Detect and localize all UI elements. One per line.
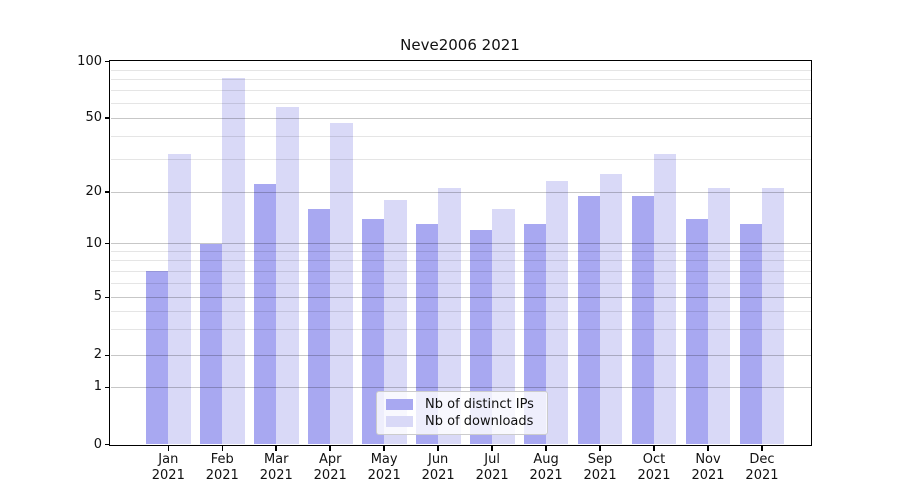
x-tick-year: 2021 bbox=[205, 468, 239, 483]
x-tick-year: 2021 bbox=[421, 468, 455, 483]
x-tick-label-jul: Jul 2021 bbox=[460, 452, 524, 484]
x-tick-mark-jul bbox=[491, 446, 493, 451]
x-tick-month: Jun bbox=[427, 452, 449, 467]
x-tick-month: Apr bbox=[318, 452, 342, 467]
x-tick-month: May bbox=[370, 452, 398, 467]
y-tick-label-100: 100 bbox=[77, 53, 102, 69]
x-tick-year: 2021 bbox=[367, 468, 401, 483]
x-tick-label-apr: Apr 2021 bbox=[298, 452, 362, 484]
legend-entry-distinct-ips: Nb of distinct IPs bbox=[386, 397, 539, 412]
x-tick-year: 2021 bbox=[637, 468, 671, 483]
x-tick-year: 2021 bbox=[583, 468, 617, 483]
legend-label-downloads: Nb of downloads bbox=[425, 414, 534, 429]
x-tick-mark-mar bbox=[275, 446, 277, 451]
y-tick-label-0: 0 bbox=[93, 436, 102, 452]
x-tick-label-dec: Dec 2021 bbox=[730, 452, 794, 484]
x-tick-label-mar: Mar 2021 bbox=[244, 452, 308, 484]
x-tick-mark-feb bbox=[221, 446, 224, 451]
y-tick-label-20: 20 bbox=[85, 184, 102, 200]
x-tick-label-jan: Jan 2021 bbox=[136, 452, 200, 484]
x-tick-mark-nov bbox=[707, 446, 709, 451]
x-tick-label-feb: Feb 2021 bbox=[190, 452, 254, 484]
x-tick-label-jun: Jun 2021 bbox=[406, 452, 470, 484]
x-tick-label-aug: Aug 2021 bbox=[514, 452, 578, 484]
x-tick-year: 2021 bbox=[745, 468, 779, 483]
x-tick-mark-jun bbox=[437, 446, 439, 451]
legend-swatch-distinct-ips bbox=[386, 399, 413, 410]
x-tick-mark-jan bbox=[167, 446, 170, 451]
x-tick-year: 2021 bbox=[259, 468, 293, 483]
y-tick-label-5: 5 bbox=[93, 289, 102, 305]
legend-entry-downloads: Nb of downloads bbox=[386, 414, 539, 429]
x-tick-month: Sep bbox=[587, 452, 613, 467]
x-tick-month: Dec bbox=[749, 452, 775, 467]
legend-swatch-downloads bbox=[386, 416, 413, 427]
x-tick-mark-apr bbox=[329, 446, 331, 451]
x-tick-month: Feb bbox=[210, 452, 234, 467]
x-tick-label-oct: Oct 2021 bbox=[622, 452, 686, 484]
x-tick-label-sep: Sep 2021 bbox=[568, 452, 632, 484]
x-tick-month: Mar bbox=[263, 452, 289, 467]
legend-label-distinct-ips: Nb of distinct IPs bbox=[425, 397, 534, 412]
x-tick-mark-dec bbox=[761, 446, 763, 451]
legend: Nb of distinct IPs Nb of downloads bbox=[376, 391, 548, 435]
y-tick-label-1: 1 bbox=[93, 379, 102, 395]
plot-frame bbox=[109, 60, 812, 446]
y-tick-label-10: 10 bbox=[85, 235, 102, 251]
x-tick-mark-oct bbox=[653, 446, 655, 451]
x-tick-mark-sep bbox=[599, 446, 601, 451]
x-tick-mark-aug bbox=[545, 446, 547, 451]
x-tick-year: 2021 bbox=[475, 468, 509, 483]
x-tick-month: Nov bbox=[695, 452, 721, 467]
x-tick-month: Aug bbox=[533, 452, 559, 467]
x-tick-year: 2021 bbox=[529, 468, 563, 483]
x-tick-year: 2021 bbox=[691, 468, 725, 483]
x-tick-year: 2021 bbox=[313, 468, 347, 483]
x-tick-month: Jan bbox=[158, 452, 179, 467]
x-tick-mark-may bbox=[383, 446, 385, 451]
x-tick-label-may: May 2021 bbox=[352, 452, 416, 484]
x-tick-label-nov: Nov 2021 bbox=[676, 452, 740, 484]
y-tick-label-50: 50 bbox=[85, 110, 102, 126]
y-tick-label-2: 2 bbox=[93, 347, 102, 363]
chart-title: Neve2006 2021 bbox=[400, 36, 520, 54]
x-tick-month: Jul bbox=[484, 452, 500, 467]
x-tick-year: 2021 bbox=[151, 468, 185, 483]
x-tick-month: Oct bbox=[642, 452, 666, 467]
